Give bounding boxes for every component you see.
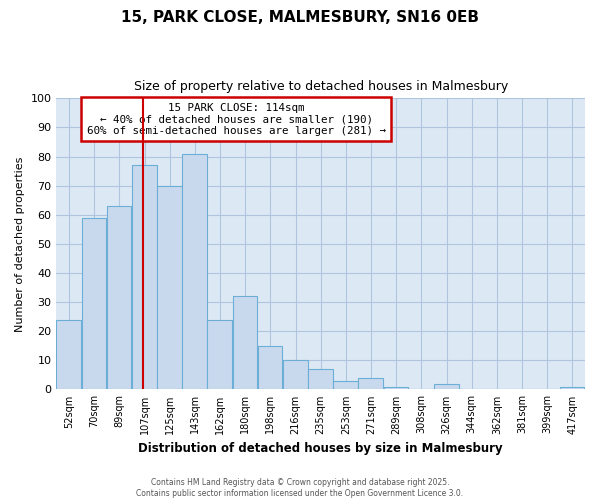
Bar bbox=[56, 320, 81, 390]
Bar bbox=[157, 186, 182, 390]
Bar bbox=[233, 296, 257, 390]
Bar bbox=[107, 206, 131, 390]
Bar bbox=[258, 346, 283, 390]
Text: 15 PARK CLOSE: 114sqm
← 40% of detached houses are smaller (190)
60% of semi-det: 15 PARK CLOSE: 114sqm ← 40% of detached … bbox=[86, 102, 386, 136]
Bar bbox=[182, 154, 207, 390]
Bar bbox=[132, 166, 157, 390]
Bar bbox=[333, 380, 358, 390]
Text: 15, PARK CLOSE, MALMESBURY, SN16 0EB: 15, PARK CLOSE, MALMESBURY, SN16 0EB bbox=[121, 10, 479, 25]
Title: Size of property relative to detached houses in Malmesbury: Size of property relative to detached ho… bbox=[134, 80, 508, 93]
Bar bbox=[560, 386, 584, 390]
Text: Contains HM Land Registry data © Crown copyright and database right 2025.
Contai: Contains HM Land Registry data © Crown c… bbox=[136, 478, 464, 498]
X-axis label: Distribution of detached houses by size in Malmesbury: Distribution of detached houses by size … bbox=[139, 442, 503, 455]
Bar bbox=[358, 378, 383, 390]
Bar bbox=[82, 218, 106, 390]
Y-axis label: Number of detached properties: Number of detached properties bbox=[15, 156, 25, 332]
Bar bbox=[283, 360, 308, 390]
Bar bbox=[308, 369, 333, 390]
Bar bbox=[434, 384, 458, 390]
Bar bbox=[383, 386, 409, 390]
Bar bbox=[208, 320, 232, 390]
